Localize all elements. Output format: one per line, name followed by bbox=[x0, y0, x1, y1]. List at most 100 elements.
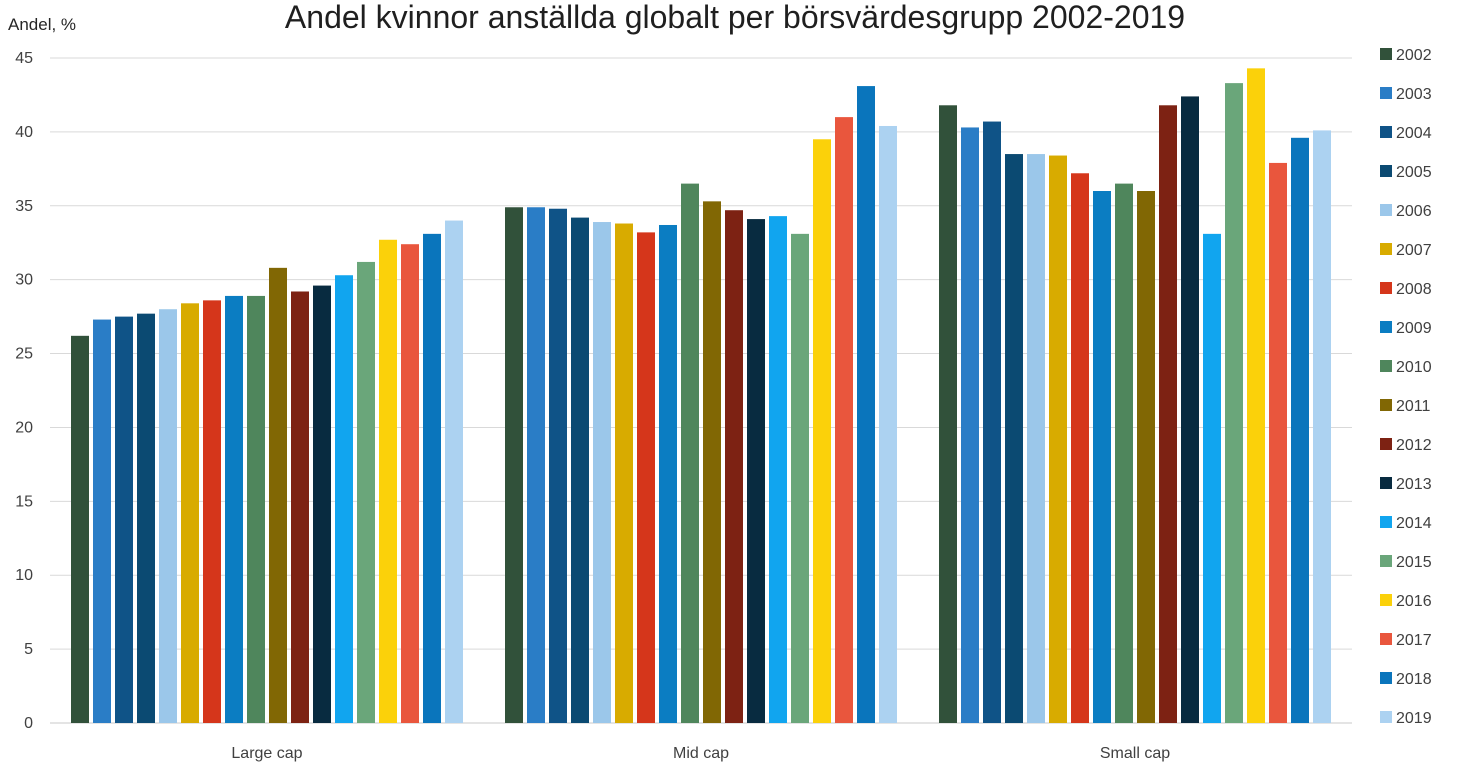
bar bbox=[769, 216, 787, 723]
legend-swatch bbox=[1380, 438, 1392, 450]
legend-swatch bbox=[1380, 360, 1392, 372]
legend-swatch bbox=[1380, 672, 1392, 684]
bar bbox=[313, 285, 331, 723]
legend-label: 2002 bbox=[1396, 47, 1432, 64]
legend-label: 2004 bbox=[1396, 125, 1432, 142]
legend-swatch bbox=[1380, 87, 1392, 99]
bar bbox=[961, 127, 979, 723]
bar bbox=[247, 295, 265, 723]
bar bbox=[637, 232, 655, 723]
bar bbox=[335, 275, 353, 723]
bar bbox=[1269, 162, 1287, 723]
bar bbox=[181, 303, 199, 723]
bar bbox=[71, 335, 89, 723]
y-tick-label: 45 bbox=[15, 50, 33, 67]
legend-swatch bbox=[1380, 711, 1392, 723]
legend-swatch bbox=[1380, 399, 1392, 411]
x-category-label: Mid cap bbox=[673, 745, 729, 762]
bar bbox=[857, 86, 875, 724]
bar bbox=[527, 207, 545, 723]
legend-label: 2010 bbox=[1396, 359, 1432, 376]
legend-label: 2018 bbox=[1396, 671, 1432, 688]
legend-swatch bbox=[1380, 165, 1392, 177]
legend-swatch bbox=[1380, 204, 1392, 216]
y-tick-label: 0 bbox=[24, 715, 33, 732]
bar bbox=[1247, 68, 1265, 724]
bar bbox=[703, 201, 721, 723]
bar bbox=[1005, 154, 1023, 724]
legend-label: 2017 bbox=[1396, 632, 1432, 649]
y-tick-label: 40 bbox=[15, 124, 33, 141]
legend-swatch bbox=[1380, 243, 1392, 255]
bar bbox=[401, 244, 419, 723]
legend-swatch bbox=[1380, 282, 1392, 294]
y-tick-label: 20 bbox=[15, 419, 33, 436]
bar bbox=[1115, 183, 1133, 724]
bar bbox=[835, 117, 853, 724]
x-category-label: Large cap bbox=[231, 745, 302, 762]
bar bbox=[1137, 191, 1155, 723]
y-tick-label: 30 bbox=[15, 272, 33, 289]
bar bbox=[813, 139, 831, 723]
bar bbox=[1027, 154, 1045, 724]
bar bbox=[1093, 191, 1111, 723]
bar bbox=[1071, 173, 1089, 723]
bar bbox=[1203, 233, 1221, 723]
chart-title: Andel kvinnor anställda globalt per börs… bbox=[285, 0, 1185, 35]
bar bbox=[269, 267, 287, 723]
bar bbox=[115, 316, 133, 723]
bar bbox=[203, 300, 221, 723]
legend-label: 2015 bbox=[1396, 554, 1432, 571]
bar bbox=[615, 223, 633, 723]
bar bbox=[983, 121, 1001, 724]
bar bbox=[225, 295, 243, 723]
bar bbox=[1159, 105, 1177, 724]
bar bbox=[505, 207, 523, 723]
bar bbox=[747, 219, 765, 724]
y-axis-label: Andel, % bbox=[8, 15, 76, 34]
bar bbox=[93, 319, 111, 723]
bar bbox=[423, 233, 441, 723]
legend-label: 2019 bbox=[1396, 710, 1432, 727]
bar bbox=[681, 183, 699, 724]
legend-swatch bbox=[1380, 48, 1392, 60]
x-category-label: Small cap bbox=[1100, 745, 1170, 762]
bar bbox=[571, 217, 589, 723]
legend-label: 2005 bbox=[1396, 164, 1432, 181]
y-tick-label: 5 bbox=[24, 641, 33, 658]
legend-swatch bbox=[1380, 126, 1392, 138]
legend-label: 2013 bbox=[1396, 476, 1432, 493]
y-axis-ticks: 0 5 10 15 20 25 30 35 40 45 bbox=[15, 50, 33, 732]
gridlines bbox=[50, 57, 1352, 724]
bar bbox=[159, 309, 177, 723]
legend-label: 2006 bbox=[1396, 203, 1432, 220]
legend-label: 2003 bbox=[1396, 86, 1432, 103]
y-tick-label: 15 bbox=[15, 493, 33, 510]
legend-swatch bbox=[1380, 321, 1392, 333]
y-tick-label: 35 bbox=[15, 198, 33, 215]
y-tick-label: 25 bbox=[15, 346, 33, 363]
bar bbox=[445, 220, 463, 724]
legend-swatch bbox=[1380, 594, 1392, 606]
bar bbox=[1225, 83, 1243, 724]
bar bbox=[357, 261, 375, 723]
bar bbox=[791, 233, 809, 723]
bar bbox=[659, 224, 677, 723]
bars bbox=[71, 68, 1331, 724]
legend-swatch bbox=[1380, 555, 1392, 567]
bar bbox=[879, 125, 897, 723]
legend-label: 2011 bbox=[1396, 398, 1431, 415]
legend-label: 2012 bbox=[1396, 437, 1432, 454]
bar bbox=[137, 313, 155, 723]
legend: 2002 2003 2004 2005 2006 2007 2008 2009 2010 2011… bbox=[1380, 47, 1432, 727]
legend-label: 2007 bbox=[1396, 242, 1432, 259]
bar bbox=[1291, 137, 1309, 724]
bar bbox=[379, 239, 397, 723]
bar bbox=[1049, 155, 1067, 724]
legend-swatch bbox=[1380, 477, 1392, 489]
bar bbox=[593, 222, 611, 724]
bar bbox=[549, 208, 567, 723]
bar bbox=[939, 105, 957, 724]
legend-label: 2008 bbox=[1396, 281, 1432, 298]
